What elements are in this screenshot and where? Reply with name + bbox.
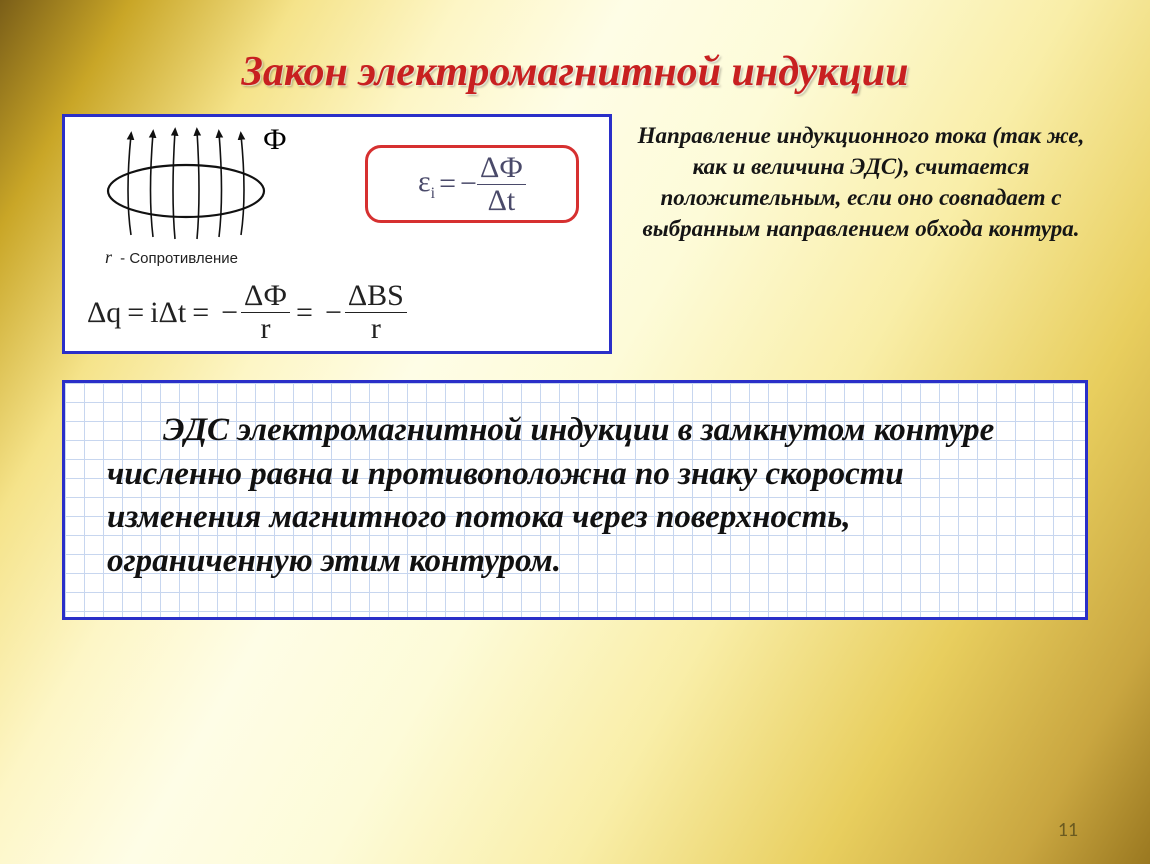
resistance-note: r - Сопротивление — [105, 247, 238, 268]
dq-minus1: − — [221, 296, 238, 330]
dq-frac2: ΔBS r — [345, 281, 407, 344]
emf-fraction: ΔФ Δt — [477, 153, 526, 216]
dq-t2: iΔt — [150, 296, 186, 330]
dq-t1: Δq — [87, 296, 121, 330]
charge-formula: Δq = iΔt = − ΔФ r = − ΔBS r — [87, 281, 407, 344]
emf-num: ΔФ — [477, 153, 526, 185]
page-number: 11 — [1058, 818, 1078, 842]
dq-num2: ΔBS — [345, 281, 407, 313]
upper-row: Ф εi = − ΔФ Δt r - Сопротивление Δq = iΔ… — [62, 114, 1088, 354]
dq-eq2: = — [192, 296, 209, 330]
dq-num1: ΔФ — [241, 281, 290, 313]
emf-symbol: ε — [418, 165, 431, 198]
phi-label: Ф — [263, 123, 287, 157]
flux-loop-diagram — [91, 125, 281, 245]
slide-title: Закон электромагнитной индукции — [62, 48, 1088, 96]
dq-den1: r — [261, 313, 271, 344]
slide: Закон электромагнитной индукции Ф — [0, 0, 1150, 864]
dq-minus2: − — [325, 296, 342, 330]
emf-formula-box: εi = − ΔФ Δt — [365, 145, 579, 223]
r-text: - Сопротивление — [116, 250, 238, 267]
dq-eq3: = — [296, 296, 313, 330]
law-statement-box: ЭДС электромагнитной индукции в замкнуто… — [62, 380, 1088, 620]
dq-den2: r — [371, 313, 381, 344]
emf-eq: = — [439, 167, 456, 201]
dq-eq1: = — [127, 296, 144, 330]
emf-subscript: i — [431, 185, 435, 202]
emf-minus: − — [460, 167, 477, 201]
emf-den: Δt — [488, 185, 516, 216]
dq-frac1: ΔФ r — [241, 281, 290, 344]
formula-panel: Ф εi = − ΔФ Δt r - Сопротивление Δq = iΔ… — [62, 114, 612, 354]
law-statement: ЭДС электромагнитной индукции в замкнуто… — [107, 409, 1043, 583]
side-note: Направление индукционного тока (так же, … — [634, 114, 1088, 244]
r-symbol: r — [105, 247, 112, 267]
